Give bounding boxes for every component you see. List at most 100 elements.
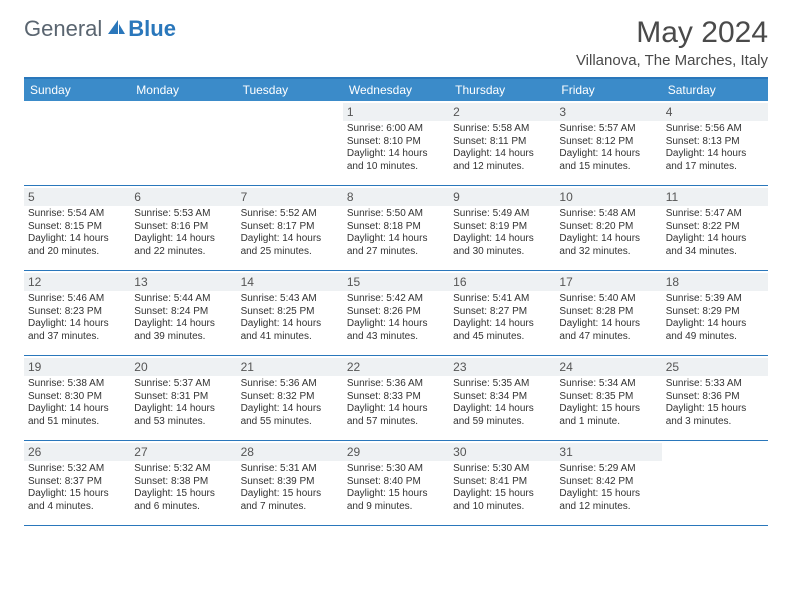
day-header: Thursday: [449, 79, 555, 101]
day-number: 26: [24, 443, 130, 461]
day-header: Saturday: [662, 79, 768, 101]
day-cell: 30Sunrise: 5:30 AMSunset: 8:41 PMDayligh…: [449, 441, 555, 525]
day-info: Sunrise: 5:35 AMSunset: 8:34 PMDaylight:…: [453, 378, 551, 428]
day-number: 27: [130, 443, 236, 461]
day-number: 4: [662, 103, 768, 121]
day-number: 7: [237, 188, 343, 206]
day-info: Sunrise: 5:41 AMSunset: 8:27 PMDaylight:…: [453, 293, 551, 343]
day-info: Sunrise: 5:39 AMSunset: 8:29 PMDaylight:…: [666, 293, 764, 343]
day-cell: 20 Sunrise: 5:37 AMSunset: 8:31 PMDayligh…: [130, 356, 236, 440]
calendar-grid: SundayMondayTuesdayWednesdayThursdayFrid…: [24, 77, 768, 526]
day-cell: 6 Sunrise: 5:53 AMSunset: 8:16 PMDaylight…: [130, 186, 236, 270]
day-info: Sunrise: 5:31 AMSunset: 8:39 PMDaylight:…: [241, 463, 339, 513]
day-cell: 11Sunrise: 5:47 AMSunset: 8:22 PMDayligh…: [662, 186, 768, 270]
logo-text-2: Blue: [128, 16, 176, 42]
day-number: 23: [449, 358, 555, 376]
day-number: 6: [130, 188, 236, 206]
day-number: 14: [237, 273, 343, 291]
day-info: Sunrise: 5:38 AMSunset: 8:30 PMDaylight:…: [28, 378, 126, 428]
day-info: Sunrise: 5:30 AMSunset: 8:41 PMDaylight:…: [453, 463, 551, 513]
day-info: Sunrise: 5:33 AMSunset: 8:36 PMDaylight:…: [666, 378, 764, 428]
day-info: Sunrise: 5:32 AMSunset: 8:38 PMDaylight:…: [134, 463, 232, 513]
day-number: 5: [24, 188, 130, 206]
day-number: 19: [24, 358, 130, 376]
day-header: Sunday: [24, 79, 130, 101]
day-cell: 29 Sunrise: 5:30 AMSunset: 8:40 PMDayligh…: [343, 441, 449, 525]
weeks-container: ...1Sunrise: 6:00 AMSunset: 8:10 PMDayli…: [24, 101, 768, 526]
day-cell: 18 Sunrise: 5:39 AMSunset: 8:29 PMDayligh…: [662, 271, 768, 355]
day-info: Sunrise: 5:50 AMSunset: 8:18 PMDaylight:…: [347, 208, 445, 258]
day-cell: 2 Sunrise: 5:58 AMSunset: 8:11 PMDaylight…: [449, 101, 555, 185]
day-info: Sunrise: 5:32 AMSunset: 8:37 PMDaylight:…: [28, 463, 126, 513]
week-row: 5 Sunrise: 5:54 AMSunset: 8:15 PMDaylight…: [24, 186, 768, 271]
day-info: Sunrise: 6:00 AMSunset: 8:10 PMDaylight:…: [347, 123, 445, 173]
day-cell: 8 Sunrise: 5:50 AMSunset: 8:18 PMDaylight…: [343, 186, 449, 270]
day-info: Sunrise: 5:36 AMSunset: 8:33 PMDaylight:…: [347, 378, 445, 428]
day-info: Sunrise: 5:58 AMSunset: 8:11 PMDaylight:…: [453, 123, 551, 173]
header: General Blue May 2024 Villanova, The Mar…: [24, 16, 768, 69]
day-number: 3: [555, 103, 661, 121]
day-cell: 27 Sunrise: 5:32 AMSunset: 8:38 PMDayligh…: [130, 441, 236, 525]
day-cell: 7 Sunrise: 5:52 AMSunset: 8:17 PMDaylight…: [237, 186, 343, 270]
day-info: Sunrise: 5:52 AMSunset: 8:17 PMDaylight:…: [241, 208, 339, 258]
day-cell: 5 Sunrise: 5:54 AMSunset: 8:15 PMDaylight…: [24, 186, 130, 270]
day-number: 11: [662, 188, 768, 206]
day-cell: 23 Sunrise: 5:35 AMSunset: 8:34 PMDayligh…: [449, 356, 555, 440]
day-number: 8: [343, 188, 449, 206]
empty-cell: .: [237, 101, 343, 185]
day-number: 25: [662, 358, 768, 376]
day-cell: 26 Sunrise: 5:32 AMSunset: 8:37 PMDayligh…: [24, 441, 130, 525]
day-number: 13: [130, 273, 236, 291]
day-number: 1: [343, 103, 449, 121]
day-number: 21: [237, 358, 343, 376]
day-number: 16: [449, 273, 555, 291]
day-number: 29: [343, 443, 449, 461]
week-row: 12 Sunrise: 5:46 AMSunset: 8:23 PMDayligh…: [24, 271, 768, 356]
day-cell: 9Sunrise: 5:49 AMSunset: 8:19 PMDaylight…: [449, 186, 555, 270]
calendar-page: General Blue May 2024 Villanova, The Mar…: [0, 0, 792, 542]
day-cell: 15 Sunrise: 5:42 AMSunset: 8:26 PMDayligh…: [343, 271, 449, 355]
day-number: 20: [130, 358, 236, 376]
week-row: 26 Sunrise: 5:32 AMSunset: 8:37 PMDayligh…: [24, 441, 768, 526]
day-cell: 24Sunrise: 5:34 AMSunset: 8:35 PMDayligh…: [555, 356, 661, 440]
day-header: Friday: [555, 79, 661, 101]
logo-text-1: General: [24, 16, 102, 42]
day-info: Sunrise: 5:36 AMSunset: 8:32 PMDaylight:…: [241, 378, 339, 428]
day-cell: 16 Sunrise: 5:41 AMSunset: 8:27 PMDayligh…: [449, 271, 555, 355]
day-cell: 21 Sunrise: 5:36 AMSunset: 8:32 PMDayligh…: [237, 356, 343, 440]
day-number: 2: [449, 103, 555, 121]
day-info: Sunrise: 5:30 AMSunset: 8:40 PMDaylight:…: [347, 463, 445, 513]
day-cell: 1 Sunrise: 6:00 AMSunset: 8:10 PMDaylight…: [343, 101, 449, 185]
day-number: 18: [662, 273, 768, 291]
title-block: May 2024 Villanova, The Marches, Italy: [576, 16, 768, 69]
day-info: Sunrise: 5:56 AMSunset: 8:13 PMDaylight:…: [666, 123, 764, 173]
day-header: Tuesday: [237, 79, 343, 101]
day-cell: 14 Sunrise: 5:43 AMSunset: 8:25 PMDayligh…: [237, 271, 343, 355]
day-number: 12: [24, 273, 130, 291]
day-cell: 12 Sunrise: 5:46 AMSunset: 8:23 PMDayligh…: [24, 271, 130, 355]
day-number: 31: [555, 443, 661, 461]
week-row: 19 Sunrise: 5:38 AMSunset: 8:30 PMDayligh…: [24, 356, 768, 441]
day-cell: 28 Sunrise: 5:31 AMSunset: 8:39 PMDayligh…: [237, 441, 343, 525]
day-info: Sunrise: 5:46 AMSunset: 8:23 PMDaylight:…: [28, 293, 126, 343]
day-info: Sunrise: 5:48 AMSunset: 8:20 PMDaylight:…: [559, 208, 657, 258]
logo: General Blue: [24, 16, 176, 42]
day-info: Sunrise: 5:43 AMSunset: 8:25 PMDaylight:…: [241, 293, 339, 343]
day-cell: 3Sunrise: 5:57 AMSunset: 8:12 PMDaylight…: [555, 101, 661, 185]
day-cell: 13 Sunrise: 5:44 AMSunset: 8:24 PMDayligh…: [130, 271, 236, 355]
day-cell: 17Sunrise: 5:40 AMSunset: 8:28 PMDayligh…: [555, 271, 661, 355]
day-cell: 10Sunrise: 5:48 AMSunset: 8:20 PMDayligh…: [555, 186, 661, 270]
day-info: Sunrise: 5:53 AMSunset: 8:16 PMDaylight:…: [134, 208, 232, 258]
day-info: Sunrise: 5:44 AMSunset: 8:24 PMDaylight:…: [134, 293, 232, 343]
day-number: 28: [237, 443, 343, 461]
day-info: Sunrise: 5:37 AMSunset: 8:31 PMDaylight:…: [134, 378, 232, 428]
day-header: Wednesday: [343, 79, 449, 101]
day-info: Sunrise: 5:42 AMSunset: 8:26 PMDaylight:…: [347, 293, 445, 343]
day-header: Monday: [130, 79, 236, 101]
day-number: 15: [343, 273, 449, 291]
day-info: Sunrise: 5:29 AMSunset: 8:42 PMDaylight:…: [559, 463, 657, 513]
day-header-row: SundayMondayTuesdayWednesdayThursdayFrid…: [24, 79, 768, 101]
day-info: Sunrise: 5:54 AMSunset: 8:15 PMDaylight:…: [28, 208, 126, 258]
day-info: Sunrise: 5:49 AMSunset: 8:19 PMDaylight:…: [453, 208, 551, 258]
day-number: 17: [555, 273, 661, 291]
